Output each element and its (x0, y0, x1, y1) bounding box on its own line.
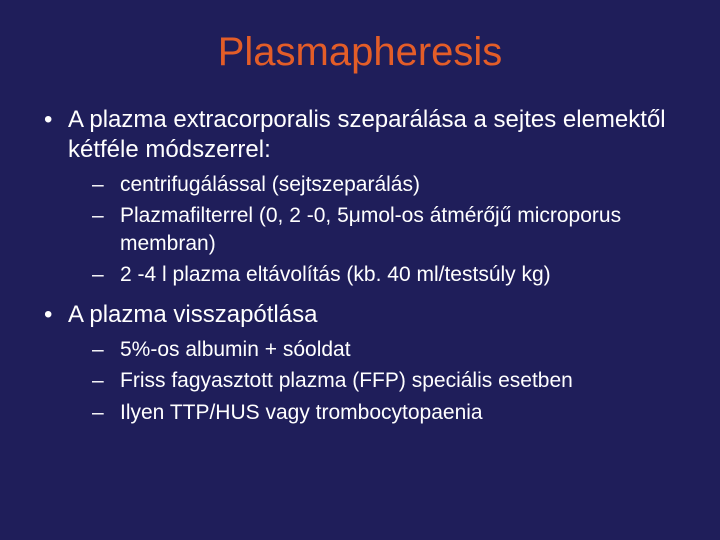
bullet-list: A plazma extracorporalis szeparálása a s… (40, 105, 680, 426)
sub-bullet-item: Plazmafilterrel (0, 2 -0, 5μmol-os átmér… (68, 202, 680, 257)
slide-title: Plasmapheresis (40, 30, 680, 75)
bullet-item: A plazma visszapótlása 5%-os albumin + s… (40, 300, 680, 426)
sub-bullet-list: centrifugálással (sejtszeparálás) Plazma… (68, 171, 680, 288)
sub-bullet-item: Ilyen TTP/HUS vagy trombocytopaenia (68, 399, 680, 426)
bullet-item: A plazma extracorporalis szeparálása a s… (40, 105, 680, 288)
sub-bullet-item: 5%-os albumin + sóoldat (68, 336, 680, 363)
sub-bullet-list: 5%-os albumin + sóoldat Friss fagyasztot… (68, 336, 680, 426)
bullet-text: A plazma visszapótlása (68, 301, 317, 328)
sub-bullet-item: 2 -4 l plazma eltávolítás (kb. 40 ml/tes… (68, 261, 680, 288)
sub-bullet-item: centrifugálással (sejtszeparálás) (68, 171, 680, 198)
sub-bullet-item: Friss fagyasztott plazma (FFP) speciális… (68, 367, 680, 394)
bullet-text: A plazma extracorporalis szeparálása a s… (68, 106, 666, 163)
